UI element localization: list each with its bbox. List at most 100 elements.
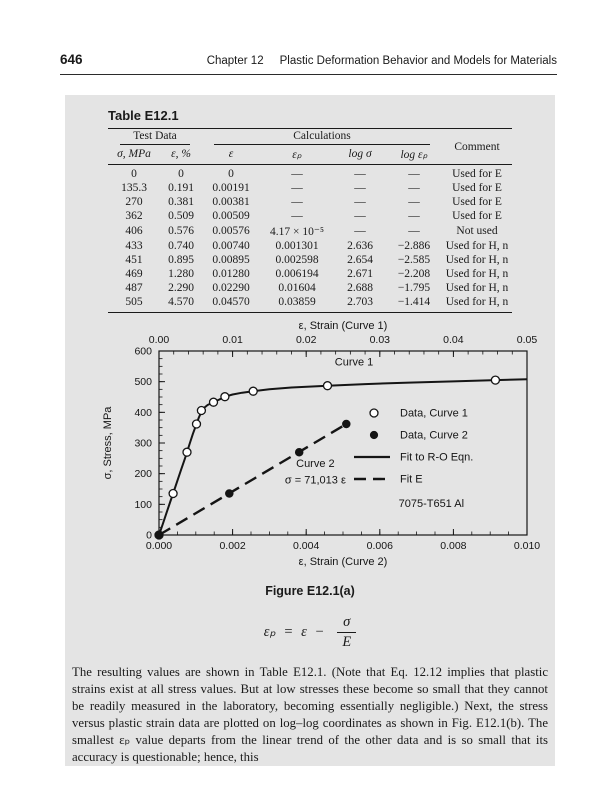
table-cell: —: [291, 168, 303, 180]
table-cell: —: [408, 225, 420, 237]
table-row: 362 0.509 0.00509 — — — Used for E: [108, 209, 512, 223]
table-cell: 2.290: [168, 282, 194, 294]
series-data-curve-1: [154, 375, 501, 540]
group-header-comment: Comment: [442, 128, 512, 165]
equation-minus: −: [315, 623, 324, 640]
equation-rhs-var: ε: [301, 623, 307, 640]
table-cell: 270: [125, 196, 143, 208]
svg-text:σ, Stress, MPa: σ, Stress, MPa: [102, 406, 114, 480]
table-cell: 0.00509: [212, 210, 250, 222]
plastic-strain-equation: εₚ = ε − σ E: [65, 614, 555, 651]
table-cell: 0.01604: [278, 282, 316, 294]
col-header-log-sigma: log σ: [334, 146, 386, 165]
table-cell: 0: [131, 168, 137, 180]
svg-text:7075-T651 Al: 7075-T651 Al: [399, 498, 464, 510]
equation-lhs: εₚ: [263, 623, 276, 640]
table-row: 433 0.740 0.00740 0.001301 2.636 −2.886 Used f…: [108, 239, 512, 253]
table-cell: 2.636: [347, 240, 373, 252]
col-header-sigma: σ, MPa: [108, 146, 160, 165]
table-group-header-row: Test Data Calculations Comment: [108, 128, 512, 165]
table-cell: −2.208: [397, 268, 431, 280]
page-number: 646: [60, 52, 83, 67]
table-cell: −1.795: [397, 282, 431, 294]
table-row: 451 0.895 0.00895 0.002598 2.654 −2.585 Used f…: [108, 253, 512, 267]
table-row: 406 0.576 0.00576 4.17 × 10⁻⁵ — — Not used: [108, 223, 512, 239]
svg-text:200: 200: [134, 468, 152, 480]
equation-fraction: σ E: [337, 614, 357, 651]
table-cell: —: [291, 210, 303, 222]
table-cell: −1.414: [397, 296, 431, 308]
table-cell: 0.00381: [212, 196, 250, 208]
svg-text:Curve 2: Curve 2: [296, 458, 335, 470]
table-cell: 469: [125, 268, 143, 280]
equation-equals: =: [284, 623, 293, 640]
svg-text:0.05: 0.05: [517, 334, 538, 346]
table-cell: —: [408, 168, 420, 180]
svg-text:0.01: 0.01: [222, 334, 243, 346]
table-cell: 0.006194: [275, 268, 319, 280]
table-cell: Used for H, n: [445, 296, 509, 308]
svg-text:σ = 71,013 ε: σ = 71,013 ε: [285, 474, 346, 486]
table-row: 135.3 0.191 0.00191 — — — Used for E: [108, 181, 512, 195]
table-cell: —: [291, 182, 303, 194]
table-cell: Not used: [456, 225, 498, 237]
table-cell: Used for E: [452, 182, 502, 194]
col-header-log-plastic-strain: log εₚ: [386, 146, 442, 165]
table-cell: 0.191: [168, 182, 194, 194]
table-cell: 0.01280: [212, 268, 250, 280]
svg-text:Data, Curve 1: Data, Curve 1: [400, 408, 468, 420]
chart-legend: Data, Curve 1 Data, Curve 2 Fit to R-O Eqn…: [354, 408, 473, 486]
data-table: Test Data Calculations Comment σ, MPa ε,…: [108, 128, 512, 313]
table-cell: 135.3: [121, 182, 147, 194]
svg-text:0.03: 0.03: [370, 334, 391, 346]
table-cell: 0.740: [168, 240, 194, 252]
table-column-header-row: σ, MPa ε, % ε εₚ log σ log εₚ: [108, 146, 512, 165]
table-cell: −2.886: [397, 240, 431, 252]
table-row: 270 0.381 0.00381 — — — Used for E: [108, 195, 512, 209]
svg-text:0.010: 0.010: [514, 540, 540, 552]
table-row: 487 2.290 0.02290 0.01604 2.688 −1.795 Used fo…: [108, 281, 512, 295]
stress-strain-chart: 0.00 0.01 0.02 0.03 0.04 0.05 ε, Strain (Curve…: [102, 320, 540, 568]
table-cell: 0.381: [168, 196, 194, 208]
table-cell: 0.002598: [275, 254, 319, 266]
table-cell: Used for H, n: [445, 240, 509, 252]
svg-text:Data, Curve 2: Data, Curve 2: [400, 430, 468, 442]
svg-text:400: 400: [134, 407, 152, 419]
chapter-title: Plastic Deformation Behavior and Models …: [279, 55, 557, 67]
table-cell: Used for E: [452, 210, 502, 222]
svg-text:ε, Strain (Curve 2): ε, Strain (Curve 2): [299, 556, 388, 568]
table-cell: 487: [125, 282, 143, 294]
group-header-test-data: Test Data: [108, 129, 202, 147]
svg-text:0.02: 0.02: [296, 334, 317, 346]
table-cell: —: [354, 210, 366, 222]
svg-text:0.004: 0.004: [293, 540, 319, 552]
table-cell: Used for E: [452, 168, 502, 180]
svg-text:0.008: 0.008: [440, 540, 466, 552]
table-cell: 0.00740: [212, 240, 250, 252]
table-row: 469 1.280 0.01280 0.006194 2.671 −2.208 Used f…: [108, 267, 512, 281]
table-row: 0 0 0 — — — Used for E: [108, 165, 512, 182]
svg-text:0.002: 0.002: [219, 540, 245, 552]
table-cell: 2.688: [347, 282, 373, 294]
svg-text:0.04: 0.04: [443, 334, 464, 346]
svg-text:0: 0: [146, 530, 152, 542]
svg-text:Fit E: Fit E: [400, 474, 423, 486]
table-cell: —: [354, 196, 366, 208]
table-cell: —: [354, 182, 366, 194]
fraction-numerator: σ: [337, 614, 357, 633]
table-cell: —: [408, 210, 420, 222]
svg-text:ε, Strain (Curve 1): ε, Strain (Curve 1): [299, 320, 388, 332]
col-header-strain: ε: [202, 146, 260, 165]
table-cell: 0.509: [168, 210, 194, 222]
table-cell: 2.671: [347, 268, 373, 280]
body-paragraph: The resulting values are shown in Table …: [72, 665, 548, 765]
table-cell: Used for E: [452, 196, 502, 208]
table-cell: 505: [125, 296, 143, 308]
figure-caption: Figure E12.1(a): [265, 584, 355, 598]
svg-text:0.000: 0.000: [146, 540, 172, 552]
fraction-denominator: E: [342, 634, 352, 650]
chart-annotations: Curve 1 Curve 2 σ = 71,013 ε 7075-T651 Al: [285, 357, 464, 510]
table-cell: —: [354, 168, 366, 180]
table-cell: 362: [125, 210, 143, 222]
series-fit-e: [158, 422, 347, 537]
